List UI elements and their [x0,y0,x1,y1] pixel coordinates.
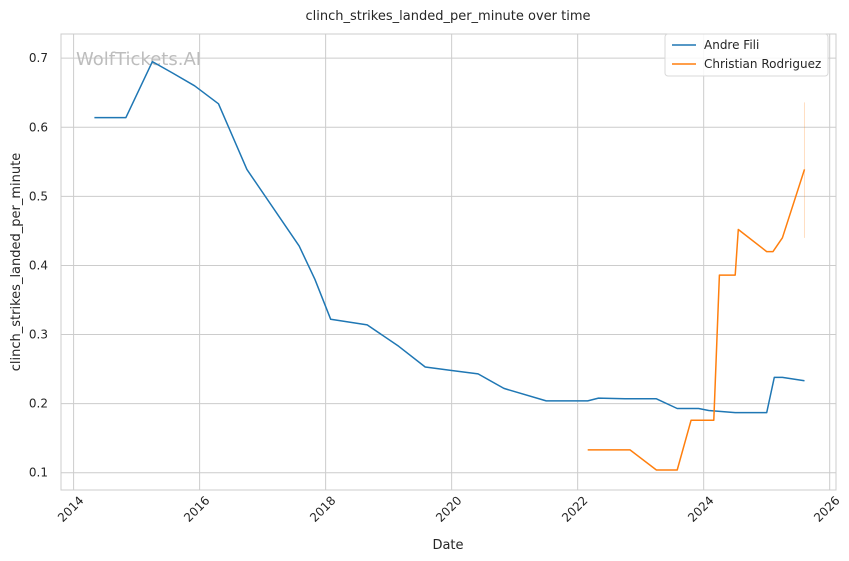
legend: Andre Fili Christian Rodriguez [664,33,829,77]
legend-box [664,33,829,77]
legend-label-andre-fili: Andre Fili [704,38,759,52]
plot-frame [60,33,837,491]
y-tick-label: 0.7 [29,51,48,65]
legend-label-christian-rodriguez: Christian Rodriguez [704,57,821,71]
series-line-christian-rodriguez [587,169,806,471]
watermark: WolfTickets.AI [76,49,201,70]
y-tick-label: 0.1 [29,466,48,480]
y-tick-label: 0.2 [29,397,48,411]
y-tick-label: 0.4 [29,258,48,272]
y-tick-label: 0.6 [29,120,48,134]
y-tick-label: 0.3 [29,328,48,342]
watermark-layer: WolfTickets.AI [76,49,201,70]
chart-title: clinch_strikes_landed_per_minute over ti… [305,9,590,24]
series-line-andre-fili [94,60,805,414]
y-axis-title: clinch_strikes_landed_per_minute [9,153,24,371]
y-tick-label: 0.5 [29,189,48,203]
series-layer [94,60,806,471]
x-axis-title: Date [432,538,463,553]
